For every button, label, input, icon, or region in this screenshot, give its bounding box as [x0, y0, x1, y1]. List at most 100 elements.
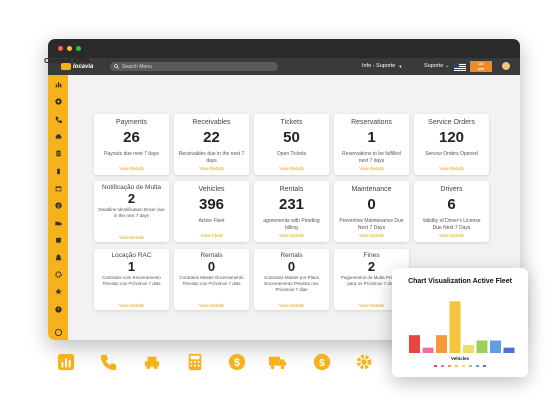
- legend-item: [440, 365, 445, 367]
- sidebar: $: [48, 75, 68, 340]
- search-placeholder: Search Menu: [122, 63, 152, 70]
- mobile-icon[interactable]: [54, 168, 62, 175]
- phone-icon[interactable]: [54, 116, 62, 123]
- kpi-card-service-orders[interactable]: Service Orders 120 Service Orders Opened…: [414, 114, 489, 175]
- chart-bar: [476, 340, 488, 353]
- logo-mark-icon: [61, 63, 71, 70]
- legend-swatch: [440, 365, 444, 367]
- legend-item: [433, 365, 438, 367]
- kpi-card-value: 0: [287, 259, 296, 274]
- view-details-link[interactable]: View Details: [279, 166, 304, 171]
- us-flag-icon[interactable]: [454, 63, 466, 71]
- maximize-window-dot[interactable]: [76, 46, 81, 51]
- avatar[interactable]: [501, 61, 511, 71]
- bus-icon[interactable]: [54, 237, 62, 244]
- view-details-link[interactable]: View Details: [439, 233, 464, 238]
- view-chart-link[interactable]: View Chart: [200, 233, 223, 238]
- kpi-card-value: 2: [127, 191, 136, 206]
- kpi-card-value: 26: [123, 129, 140, 146]
- page-title: Current KPIs: [44, 56, 90, 65]
- kpi-card-reservations[interactable]: Reservations 1 Reservations to be fulfil…: [334, 114, 409, 175]
- truck-module-icon[interactable]: [268, 351, 288, 373]
- kpi-card-receivables[interactable]: Receivables 22 Receivables due in the ne…: [174, 114, 249, 175]
- kpi-card-description: Reservations to be fulfilled next 7 days: [342, 151, 401, 164]
- kpi-card-title: Rentals: [280, 252, 303, 259]
- kpi-card-value: 2: [367, 259, 376, 274]
- power-icon[interactable]: [54, 306, 62, 313]
- chart-title: Chart Visualization Active Fleet: [408, 278, 512, 285]
- view-details-link[interactable]: View Details: [439, 166, 464, 171]
- kpi-card-rac-rental[interactable]: Locação RAC 1 Contratos com Encerramento…: [94, 249, 169, 310]
- view-details-link[interactable]: View Details: [199, 303, 224, 308]
- star-icon[interactable]: [54, 288, 62, 295]
- kpi-card-description: Payouts due next 7 days: [104, 151, 159, 157]
- calculator-module-icon[interactable]: [185, 351, 205, 373]
- kpi-card-description: agreements with Pending billing: [263, 218, 320, 231]
- chevron-down-icon: ⌄: [445, 63, 450, 69]
- chart-bar: [409, 335, 420, 353]
- view-details-link[interactable]: View Details: [359, 233, 384, 238]
- dollar-icon[interactable]: $: [54, 202, 62, 209]
- view-details-link[interactable]: View Details: [279, 303, 304, 308]
- chart-bar: [503, 347, 515, 353]
- kpi-card-rentals-billing[interactable]: Rentals 231 agreements with Pending bill…: [254, 181, 329, 242]
- truck-icon[interactable]: [54, 220, 62, 227]
- kpi-card-value: 396: [198, 196, 225, 213]
- plus-circle-icon[interactable]: [54, 98, 62, 105]
- kpi-card-description: Service Orders Opened: [425, 151, 478, 157]
- legend-item: [461, 365, 466, 367]
- kpi-card-title: Drivers: [440, 186, 463, 193]
- kpi-card-payments[interactable]: Payments 26 Payouts due next 7 days View…: [94, 114, 169, 175]
- kpi-card-vehicles[interactable]: Vehicles 396 Active Fleet View Chart: [174, 181, 249, 242]
- view-details-link[interactable]: View Details: [359, 303, 384, 308]
- gear-icon[interactable]: [54, 271, 62, 278]
- view-details-link[interactable]: View Details: [119, 303, 144, 308]
- view-details-link[interactable]: View Details: [119, 235, 144, 240]
- kpi-card-maintenance[interactable]: Maintenance 0 Preventive Maintenance Due…: [334, 181, 409, 242]
- search-input[interactable]: Search Menu: [110, 62, 278, 71]
- kpi-card-title: Rentals: [200, 252, 223, 259]
- legend-item: [468, 365, 473, 367]
- kpi-card-title: Payments: [115, 119, 148, 126]
- app-logo[interactable]: locavia: [61, 62, 93, 71]
- view-details-link[interactable]: View Details: [359, 166, 384, 171]
- road-icon[interactable]: [54, 254, 62, 261]
- kpi-card-drivers[interactable]: Drivers 6 Validity of Driver's License D…: [414, 181, 489, 242]
- kpi-card-description: Preventive Maintenance Due Next 7 Days: [339, 218, 404, 231]
- svg-text:$: $: [319, 358, 325, 369]
- car-icon[interactable]: [54, 133, 62, 140]
- kpi-card-description: Contratos com Encerramento Previsto nos …: [102, 275, 161, 286]
- caret-down-icon: ▼: [398, 63, 403, 69]
- view-details-link[interactable]: View Details: [199, 166, 224, 171]
- kpi-card-fine-notification[interactable]: Notificação de Multa 2 Deadline Identifi…: [94, 181, 169, 242]
- reports-module-icon[interactable]: [56, 351, 76, 373]
- calendar-icon[interactable]: [54, 185, 62, 192]
- ux-badge-line-1: UX: [478, 61, 484, 66]
- svg-text:$: $: [234, 357, 240, 369]
- window-titlebar: [48, 39, 520, 58]
- user-menu[interactable]: Info - Suporte ▼: [362, 63, 402, 69]
- fines-module-icon[interactable]: $: [312, 351, 332, 373]
- call-center-module-icon[interactable]: [99, 351, 119, 373]
- close-window-dot[interactable]: [58, 46, 63, 51]
- view-details-link[interactable]: View Details: [279, 233, 304, 238]
- kpi-card-description: Active Fleet: [198, 218, 225, 224]
- minimize-window-dot[interactable]: [67, 46, 72, 51]
- settings-gear-icon[interactable]: [354, 351, 374, 373]
- whatsapp-icon[interactable]: [54, 329, 62, 336]
- vehicle-module-icon[interactable]: [142, 351, 162, 373]
- legend-item: [447, 365, 452, 367]
- finance-module-icon[interactable]: $: [227, 351, 247, 373]
- kpi-card-tickets[interactable]: Tickets 50 Open Tickets View Details: [254, 114, 329, 175]
- dashboard-icon[interactable]: [54, 81, 62, 88]
- kpi-card-title: Locação RAC: [111, 252, 152, 259]
- view-details-link[interactable]: View Details: [119, 166, 144, 171]
- kpi-card-value: 50: [283, 129, 300, 146]
- document-icon[interactable]: [54, 150, 62, 157]
- support-menu[interactable]: Suporte ⌄: [424, 63, 449, 69]
- kpi-card-description: Receivables due in the next 7 days: [178, 151, 245, 164]
- kpi-card-rentals-master[interactable]: Rentals 0 Contratos Master Encerramento …: [174, 249, 249, 310]
- chart-bar: [449, 301, 461, 353]
- kpi-card-rentals-plate[interactable]: Rentals 0 Contratos Master por Placa Enc…: [254, 249, 329, 310]
- kpi-card-description: Open Tickets: [276, 151, 307, 157]
